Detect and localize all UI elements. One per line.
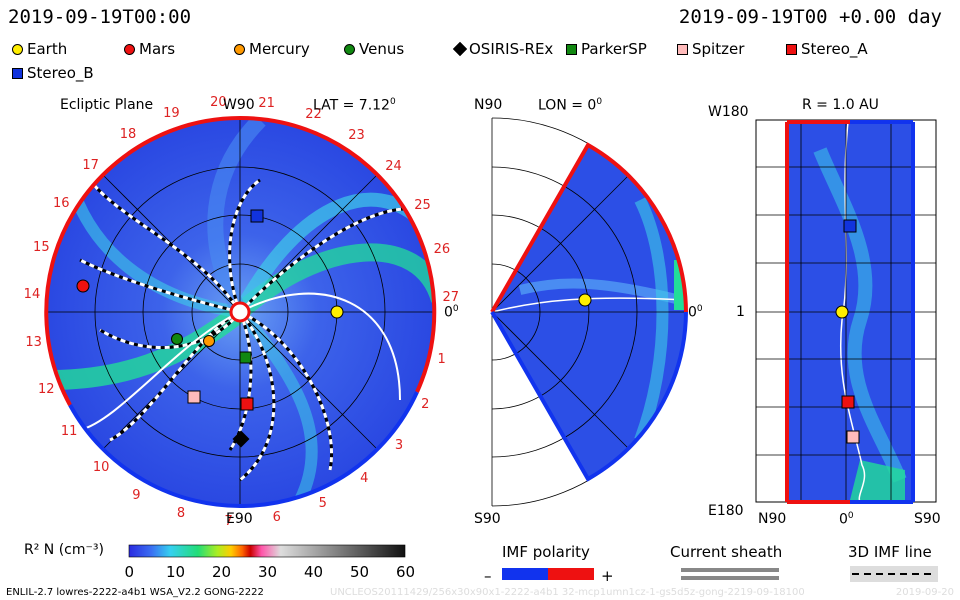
legend-item: OSIRIS-REx	[452, 40, 554, 58]
rotation-number: 25	[414, 197, 431, 213]
circle-marker-icon	[124, 43, 135, 55]
legend-label: Stereo_A	[801, 40, 868, 58]
legend-label: OSIRIS-REx	[469, 40, 554, 58]
colorbar-tick-label: 50	[350, 563, 370, 581]
ecliptic-bottom-label: E90	[226, 511, 253, 527]
rotation-number: 23	[348, 128, 365, 144]
rotation-number: 20	[210, 95, 227, 111]
colorbar-tick-label: 0	[124, 563, 135, 581]
rotation-number: 22	[305, 106, 322, 122]
rotation-number: 16	[52, 195, 70, 211]
colorbar-tick-label: 40	[304, 563, 324, 581]
radial-bottom-left: E180	[708, 503, 744, 519]
imf-minus-label: –	[484, 567, 492, 585]
rotation-number: 17	[82, 157, 99, 173]
ecliptic-title: Ecliptic Plane	[60, 97, 154, 113]
ecliptic-panel	[44, 115, 437, 508]
meridional-bottom-label: S90	[474, 511, 501, 527]
legend-item: Stereo_B	[12, 64, 94, 82]
circle-marker-icon	[344, 43, 355, 55]
radial-x-label-s90: S90	[914, 511, 941, 527]
legend-label: Spitzer	[692, 40, 745, 58]
imf-plus-label: +	[601, 567, 614, 585]
rotation-number: 8	[176, 506, 186, 522]
colorbar-tick-label: 10	[166, 563, 186, 581]
meridional-top-label: N90	[474, 97, 503, 113]
legend-item: Mars	[124, 40, 175, 58]
rotation-number: 2	[421, 397, 430, 413]
square-marker-icon	[566, 43, 577, 55]
legend-label: Earth	[27, 40, 68, 58]
circle-marker-icon	[12, 43, 23, 55]
legend-item: Venus	[344, 40, 404, 58]
rotation-number: 19	[163, 105, 180, 121]
rotation-number: 10	[92, 460, 110, 476]
imf-line-title: 3D IMF line	[848, 543, 932, 561]
legend-label: Stereo_B	[27, 64, 94, 82]
colorbar-tick-label: 60	[396, 563, 416, 581]
legend-item: Earth	[12, 40, 67, 58]
rotation-number: 24	[385, 159, 402, 175]
meridional-right-label: 00	[688, 304, 703, 321]
rotation-number: 13	[25, 335, 42, 351]
imf-positive-key	[548, 568, 594, 580]
current-sheath-title: Current sheath	[670, 543, 783, 561]
ecliptic-top-label: W90	[223, 97, 255, 113]
ecliptic-lat: LAT = 7.120	[313, 97, 396, 114]
rotation-number: 3	[394, 437, 404, 453]
rotation-number: 15	[33, 239, 50, 255]
circle-marker-icon	[234, 43, 245, 55]
rotation-number: 14	[23, 287, 41, 303]
rotation-number: 9	[132, 488, 141, 504]
radial-top-left: W180	[708, 104, 749, 120]
square-marker-icon	[786, 43, 797, 55]
rotation-number: 27	[442, 289, 460, 305]
legend-item: Spitzer	[677, 40, 744, 58]
radial-x-label-0: 00	[839, 511, 854, 528]
footer-model-info: ENLIL-2.7 lowres-2222-a4b1 WSA_V2.2 GONG…	[6, 587, 264, 598]
meridional-lon: LON = 00	[538, 97, 603, 114]
colorbar-tick-label: 30	[258, 563, 278, 581]
rotation-number: 5	[318, 495, 327, 511]
radial-title: R = 1.0 AU	[802, 97, 879, 113]
radial-mid-left: 1	[736, 304, 745, 320]
rotation-number: 11	[60, 424, 78, 440]
legend-item: Mercury	[234, 40, 310, 58]
legend-label: Mars	[139, 40, 176, 58]
current-date: 2019-09-19T00 +0.00 day	[678, 6, 942, 28]
colorbar-label: R² N (cm⁻³)	[24, 542, 104, 558]
legend-label: Mercury	[249, 40, 310, 58]
imf-polarity-title: IMF polarity	[502, 543, 590, 561]
start-date: 2019-09-19T00:00	[8, 6, 192, 28]
radial-x-label-n90: N90	[758, 511, 787, 527]
square-marker-icon	[677, 43, 688, 55]
square-marker-icon	[12, 67, 23, 79]
footer-date: 2019-09-20	[895, 587, 954, 598]
radial-panel	[755, 119, 937, 504]
rotation-number: 12	[37, 381, 55, 397]
legend-label: ParkerSP	[581, 40, 647, 58]
colorbar-tick-label: 20	[212, 563, 232, 581]
rotation-number: 6	[272, 510, 281, 526]
meridional-panel	[490, 117, 688, 507]
colorbar	[128, 544, 406, 558]
ecliptic-right-label: 00	[444, 304, 459, 321]
legend-item: ParkerSP	[566, 40, 647, 58]
rotation-number: 21	[258, 95, 275, 111]
rotation-number: 26	[433, 242, 451, 258]
legend-label: Venus	[359, 40, 405, 58]
legend-item: Stereo_A	[786, 40, 868, 58]
rotation-number: 4	[360, 471, 369, 487]
footer-run-id: UNCLEOS20111429/256x30x90x1-2222-a4b1 32…	[330, 587, 805, 598]
imf-negative-key	[502, 568, 548, 580]
rotation-number: 18	[119, 127, 137, 143]
rotation-number: 1	[437, 351, 446, 367]
rotation-number: 7	[224, 513, 233, 529]
